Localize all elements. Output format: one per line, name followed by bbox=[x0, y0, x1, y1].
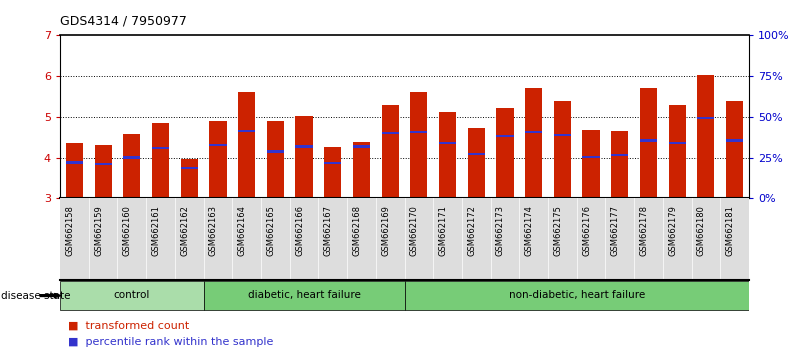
Bar bbox=[439, 112, 456, 198]
Text: GSM662180: GSM662180 bbox=[697, 205, 706, 256]
Text: GSM662175: GSM662175 bbox=[553, 205, 562, 256]
Bar bbox=[238, 130, 256, 132]
Text: GSM662174: GSM662174 bbox=[525, 205, 533, 256]
Bar bbox=[180, 167, 198, 169]
Text: GSM662162: GSM662162 bbox=[180, 205, 189, 256]
Bar bbox=[95, 144, 111, 198]
Text: GSM662173: GSM662173 bbox=[496, 205, 505, 256]
Bar bbox=[525, 87, 542, 198]
Bar bbox=[611, 154, 628, 156]
Text: non-diabetic, heart failure: non-diabetic, heart failure bbox=[509, 290, 645, 300]
Bar bbox=[553, 101, 571, 198]
Text: GSM662168: GSM662168 bbox=[352, 205, 361, 256]
Text: GSM662181: GSM662181 bbox=[726, 205, 735, 256]
Bar bbox=[726, 139, 743, 142]
Bar bbox=[410, 92, 428, 198]
Text: GSM662161: GSM662161 bbox=[151, 205, 160, 256]
Bar bbox=[439, 142, 456, 144]
FancyBboxPatch shape bbox=[203, 281, 405, 310]
Bar bbox=[66, 143, 83, 198]
Bar bbox=[238, 92, 256, 198]
Bar bbox=[697, 75, 714, 198]
Bar bbox=[582, 156, 600, 158]
Bar bbox=[352, 145, 370, 148]
Bar bbox=[553, 134, 571, 136]
Bar bbox=[381, 105, 399, 198]
Text: GSM662160: GSM662160 bbox=[123, 205, 132, 256]
FancyBboxPatch shape bbox=[60, 281, 203, 310]
Text: GSM662159: GSM662159 bbox=[95, 205, 103, 256]
Text: GSM662172: GSM662172 bbox=[467, 205, 477, 256]
Bar bbox=[611, 131, 628, 198]
Bar bbox=[267, 150, 284, 153]
Text: GSM662176: GSM662176 bbox=[582, 205, 591, 256]
Bar bbox=[324, 162, 341, 164]
Bar bbox=[669, 105, 686, 198]
Text: GSM662165: GSM662165 bbox=[267, 205, 276, 256]
Text: GSM662177: GSM662177 bbox=[611, 205, 620, 256]
Text: ■  percentile rank within the sample: ■ percentile rank within the sample bbox=[68, 337, 273, 347]
Text: GSM662167: GSM662167 bbox=[324, 205, 332, 256]
Bar bbox=[209, 144, 227, 147]
Bar bbox=[180, 159, 198, 198]
Bar bbox=[669, 142, 686, 144]
Text: GSM662179: GSM662179 bbox=[668, 205, 677, 256]
Text: GSM662166: GSM662166 bbox=[295, 205, 304, 256]
Bar bbox=[697, 117, 714, 119]
Text: GDS4314 / 7950977: GDS4314 / 7950977 bbox=[60, 14, 187, 27]
Bar bbox=[209, 121, 227, 198]
FancyBboxPatch shape bbox=[405, 281, 749, 310]
Text: control: control bbox=[114, 290, 150, 300]
Bar bbox=[324, 147, 341, 198]
Bar bbox=[66, 161, 83, 164]
Text: diabetic, heart failure: diabetic, heart failure bbox=[248, 290, 360, 300]
Text: GSM662171: GSM662171 bbox=[439, 205, 448, 256]
Bar bbox=[640, 139, 657, 142]
Bar bbox=[410, 131, 428, 133]
Bar bbox=[123, 156, 140, 159]
Text: GSM662164: GSM662164 bbox=[238, 205, 247, 256]
Bar bbox=[497, 135, 513, 137]
Text: GSM662163: GSM662163 bbox=[209, 205, 218, 256]
Bar bbox=[525, 131, 542, 133]
Bar bbox=[726, 101, 743, 198]
Text: GSM662169: GSM662169 bbox=[381, 205, 390, 256]
Bar bbox=[296, 116, 312, 198]
Bar bbox=[352, 142, 370, 198]
Bar bbox=[468, 128, 485, 198]
Bar bbox=[468, 153, 485, 155]
Bar bbox=[152, 147, 169, 149]
Bar bbox=[582, 130, 600, 198]
Text: GSM662158: GSM662158 bbox=[66, 205, 74, 256]
Bar bbox=[296, 145, 312, 148]
Bar bbox=[95, 162, 111, 165]
Bar bbox=[152, 123, 169, 198]
Bar bbox=[497, 108, 513, 198]
Text: GSM662170: GSM662170 bbox=[410, 205, 419, 256]
Bar bbox=[640, 87, 657, 198]
Text: GSM662178: GSM662178 bbox=[639, 205, 649, 256]
Text: ■  transformed count: ■ transformed count bbox=[68, 321, 189, 331]
Bar bbox=[381, 132, 399, 134]
Bar bbox=[267, 121, 284, 198]
Text: disease state: disease state bbox=[1, 291, 70, 301]
Bar bbox=[123, 134, 140, 198]
